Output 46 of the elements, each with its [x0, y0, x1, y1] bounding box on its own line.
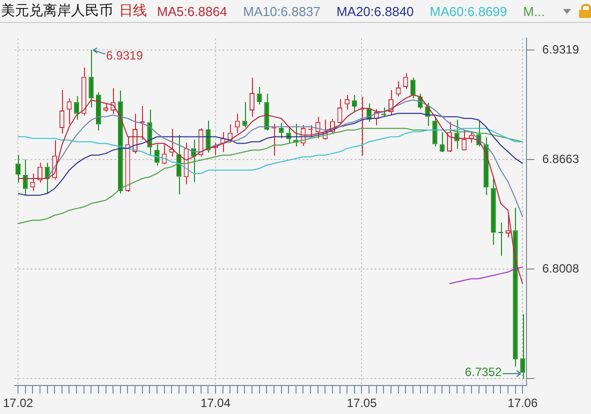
candlestick	[250, 77, 255, 118]
candlestick	[256, 86, 262, 105]
candlestick	[125, 136, 130, 192]
candlestick	[447, 121, 452, 152]
y-tick-label: 6.8663	[542, 152, 580, 166]
candlestick	[484, 136, 489, 196]
candlestick	[16, 154, 21, 184]
candlestick	[520, 314, 526, 380]
candlestick	[440, 132, 445, 152]
text: M...	[523, 4, 545, 18]
candlestick	[118, 90, 123, 194]
candlestick	[344, 94, 350, 110]
candlestick	[278, 122, 284, 139]
candlestick	[22, 159, 28, 196]
candlestick	[337, 98, 342, 125]
x-tick-label: 17.05	[346, 396, 378, 410]
candlestick	[59, 89, 64, 134]
chart-subtitle: 日线	[119, 2, 147, 20]
annotation: 6.7352	[464, 364, 502, 379]
text: MA60:6.8699	[430, 4, 508, 18]
text: MA10:6.8837	[243, 4, 320, 18]
text: MA5:6.8864	[157, 4, 228, 18]
candlestick	[154, 144, 160, 166]
y-tick-label: 6.8008	[542, 261, 580, 276]
candlestick	[96, 92, 101, 132]
candlestick	[410, 77, 416, 99]
candlestick	[169, 128, 174, 158]
x-tick-label: 17.04	[200, 396, 231, 410]
candlestick	[74, 96, 80, 120]
chart-title: 美元兑离岸人民币	[1, 2, 113, 20]
candlestick	[403, 72, 408, 90]
candlestick	[242, 102, 248, 128]
annotation: 6.9319	[106, 48, 144, 62]
candlestick	[176, 134, 182, 195]
x-tick-label: 17.02	[3, 396, 34, 410]
y-tick-label: 6.9319	[542, 42, 580, 56]
candlestick	[37, 162, 42, 184]
candlestick	[512, 207, 518, 367]
candlestick	[490, 178, 496, 246]
x-tick-label: 17.06	[508, 396, 538, 410]
candlestick	[66, 98, 72, 125]
candlestick	[81, 67, 86, 116]
candlestick	[88, 50, 94, 108]
candlestick	[198, 128, 204, 158]
text: MA20:6.8840	[336, 4, 414, 18]
candlestick	[264, 93, 270, 132]
